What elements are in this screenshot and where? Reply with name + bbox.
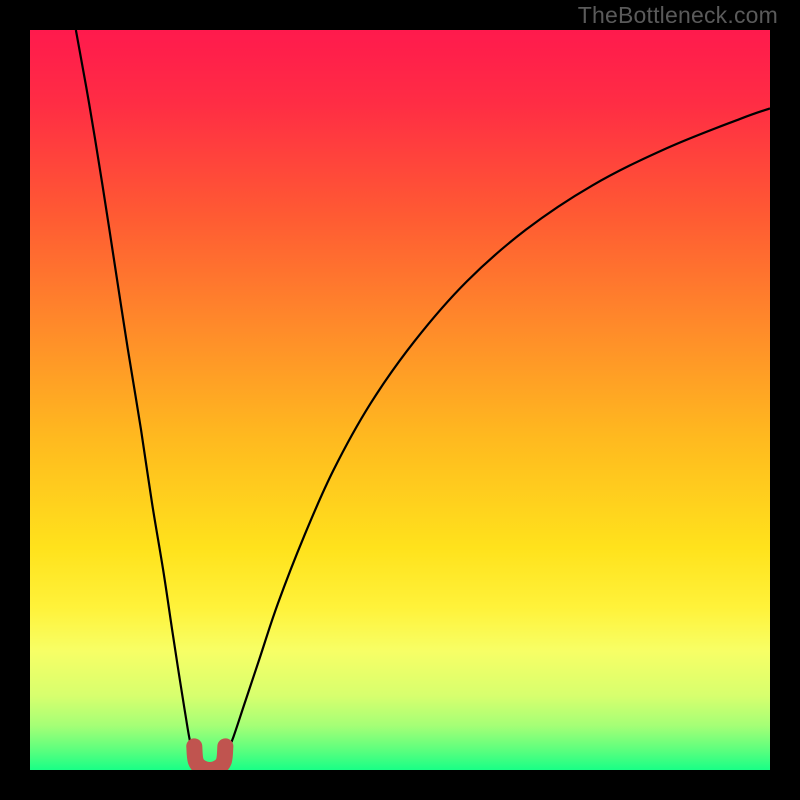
plot-svg — [30, 30, 770, 770]
plot-area — [30, 30, 770, 770]
watermark-text: TheBottleneck.com — [578, 2, 778, 29]
chart-container: TheBottleneck.com — [0, 0, 800, 800]
gradient-background — [30, 30, 770, 770]
